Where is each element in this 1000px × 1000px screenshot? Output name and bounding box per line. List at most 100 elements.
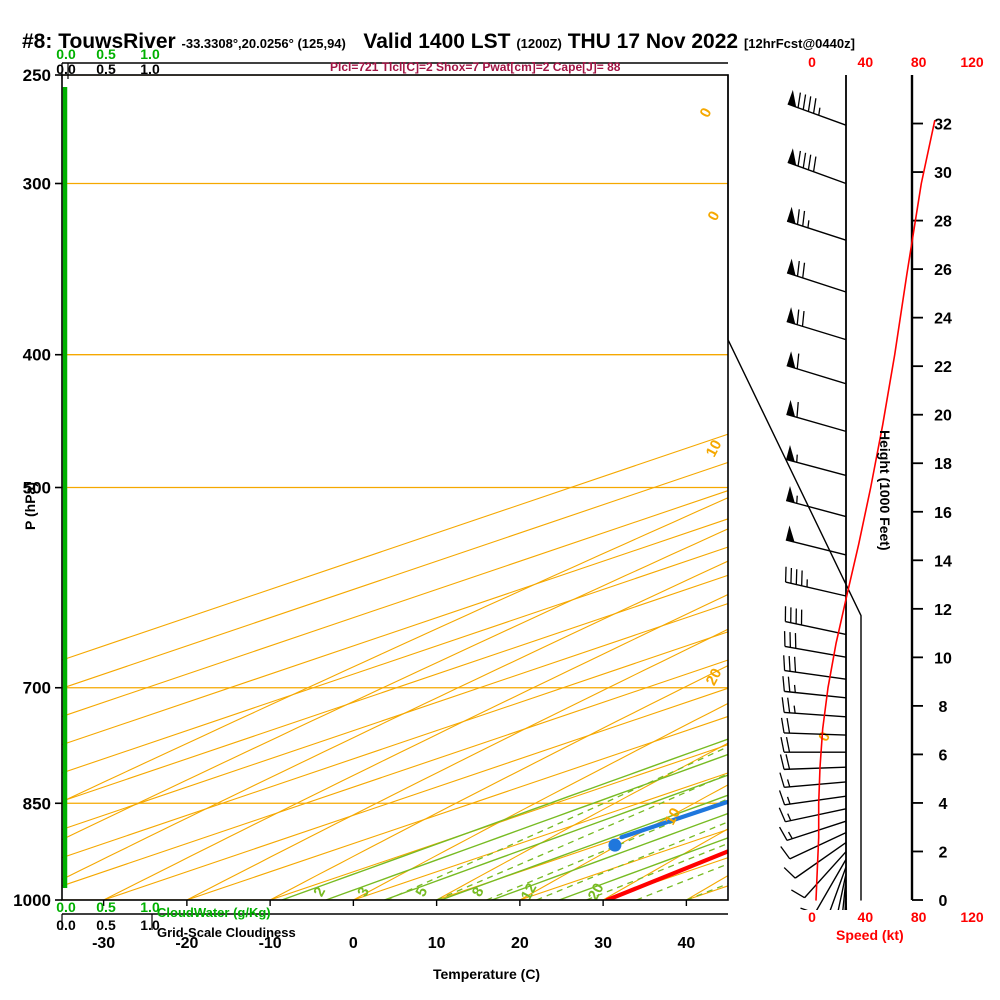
wind-barb xyxy=(785,444,847,477)
cloudiness-tick-label-bottom: 1.0 xyxy=(140,917,160,933)
wind-barb-full xyxy=(796,353,800,369)
wind-barb xyxy=(837,873,847,910)
wind-barb-shaft xyxy=(842,879,847,910)
height-axis-tick-label: 22 xyxy=(934,359,952,376)
cloudwater-tick-label-bottom: 0.5 xyxy=(96,899,116,915)
height-axis-tick-label: 4 xyxy=(939,796,948,813)
wind-barb-shaft xyxy=(786,272,847,293)
dry-adiabat-line xyxy=(686,874,728,900)
temperature-axis-tick-label: 40 xyxy=(677,935,695,952)
isotherm-line xyxy=(62,659,728,887)
isotherm-line xyxy=(853,75,1000,900)
station-name: TouwsRiver xyxy=(58,30,176,53)
wind-barb-shaft xyxy=(784,711,847,718)
mixing-ratio-line xyxy=(491,812,728,900)
isotherm-line xyxy=(62,602,728,830)
wind-barb-shaft xyxy=(785,458,847,477)
wind-barb-shaft xyxy=(837,873,847,910)
wind-barb xyxy=(781,697,847,718)
wind-barb-shaft xyxy=(786,820,847,842)
wind-barb-shaft xyxy=(787,103,847,126)
pressure-axis-tick-label: 400 xyxy=(23,346,51,365)
dry-adiabat-line xyxy=(186,628,728,900)
wind-barb-full xyxy=(807,154,812,170)
wind-barb xyxy=(784,606,847,636)
wind-barb-shaft xyxy=(786,320,847,341)
wind-barb-full xyxy=(780,717,785,734)
wind-barb-full xyxy=(782,676,785,692)
wind-barb xyxy=(778,807,847,823)
wind-barb xyxy=(786,351,847,385)
wind-barb xyxy=(786,307,847,341)
wind-barb-half xyxy=(817,924,825,925)
temperature-axis-tick-label: -20 xyxy=(175,935,198,952)
wind-barb-half xyxy=(793,705,796,714)
wind-barb-full xyxy=(796,260,800,277)
temperature-axis-tick-label: 30 xyxy=(594,935,612,952)
wind-barb-shaft xyxy=(815,859,847,910)
wind-barb xyxy=(787,89,847,126)
wind-barb xyxy=(782,676,847,699)
height-axis-tick-label: 18 xyxy=(934,456,952,473)
wind-barb-shaft xyxy=(784,645,847,658)
pressure-axis-tick-label: 1000 xyxy=(13,891,51,910)
wind-barb-shaft xyxy=(784,732,847,736)
wind-barb-shaft xyxy=(794,841,847,879)
wind-barb-full xyxy=(812,156,817,172)
isotherm-label-left: 10 xyxy=(662,805,685,828)
wind-barb-full xyxy=(783,867,796,879)
speed-axis-tick-label-bottom: 0 xyxy=(808,909,816,925)
wind-barb xyxy=(845,898,848,910)
wind-barb-column xyxy=(778,89,848,959)
wind-barb-shaft xyxy=(785,499,847,518)
station-coords: -33.3308°,20.0256° (125,94) xyxy=(181,36,346,51)
pressure-axis-title: P (hPa) xyxy=(22,482,38,530)
cloudiness-tick-label-top: 0.0 xyxy=(56,61,76,77)
wind-barb xyxy=(779,754,847,771)
wind-barb xyxy=(785,485,847,518)
temperature-axis-tick-label: -30 xyxy=(92,935,115,952)
wind-barb-half xyxy=(840,957,847,959)
height-axis-tick-label: 2 xyxy=(939,844,948,861)
wind-barb-full xyxy=(783,655,786,671)
wind-barb-shaft xyxy=(785,539,847,556)
wind-barb-full xyxy=(796,309,800,325)
wind-barb xyxy=(783,631,847,658)
speed-axis-tick-label-bottom: 40 xyxy=(858,909,874,925)
wind-barb-full xyxy=(781,697,785,713)
dewpoint-profile-curve xyxy=(619,799,728,840)
wind-barb-full xyxy=(797,92,802,108)
wind-barb-full xyxy=(801,311,805,327)
cloudwater-tick-label-top: 0.5 xyxy=(96,46,116,62)
wind-barb xyxy=(783,841,847,879)
wind-barb xyxy=(842,879,847,910)
wind-barb-half xyxy=(839,952,847,954)
dry-adiabat-line xyxy=(436,742,728,900)
cloudwater-tick-label-bottom: 0.0 xyxy=(56,899,76,915)
wind-barb xyxy=(778,820,847,842)
wind-barb-half xyxy=(787,831,793,839)
wind-barb-half xyxy=(787,813,792,821)
dry-adiabat-line xyxy=(62,528,728,841)
height-axis-tick-label: 8 xyxy=(939,699,948,716)
wind-barb-full xyxy=(800,907,808,910)
page-title: #8: TouwsRiver -33.3308°,20.0256° (125,9… xyxy=(22,30,855,54)
height-axis-tick-label: 10 xyxy=(934,650,952,667)
height-axis-tick-label: 28 xyxy=(934,214,952,231)
pressure-axis-tick-label: 300 xyxy=(23,175,51,194)
cloudwater-tick-label-top: 1.0 xyxy=(140,46,160,62)
temperature-axis-tick-label: 0 xyxy=(349,935,358,952)
valid-time-utc: (1200Z) xyxy=(516,36,562,51)
temperature-axis-tick-label: 20 xyxy=(511,935,529,952)
wind-barb-shaft xyxy=(785,808,847,823)
wind-barb-pennant xyxy=(786,399,796,417)
wind-barb xyxy=(785,525,847,556)
wind-barb-full xyxy=(791,889,805,899)
wind-barb-full xyxy=(785,754,791,770)
wind-barb-shaft xyxy=(784,669,847,680)
forecast-tag: [12hrFcst@0440z] xyxy=(743,36,855,51)
wind-barb-full xyxy=(797,150,802,167)
wind-barb xyxy=(780,737,846,753)
isotherm-line xyxy=(686,885,728,900)
